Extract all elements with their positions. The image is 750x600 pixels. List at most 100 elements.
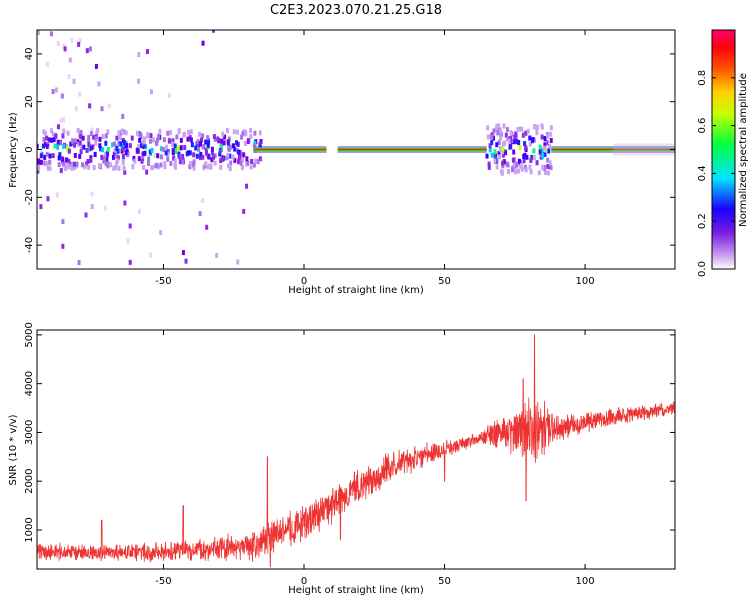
spectrogram-cell [166, 149, 170, 155]
colorbar-ticks: 0.0 0.2 0.4 0.6 0.8 [697, 70, 735, 277]
spectrogram-cell [66, 164, 70, 170]
spectrogram-ylabel: Frequency (Hz) [8, 112, 19, 188]
spectrogram-cell [138, 137, 142, 143]
spectrogram-cell [201, 198, 205, 204]
spectrogram-cell [166, 130, 170, 136]
spectrogram-cell [45, 161, 49, 167]
spectrogram-cell [107, 103, 111, 109]
spectrogram-cell [37, 168, 40, 174]
spectrogram-cell [192, 165, 196, 171]
spectrogram-cell [227, 163, 231, 169]
spectrogram-cell [73, 152, 77, 158]
spectrogram-cell [87, 164, 91, 170]
spectrogram-cell [43, 131, 47, 137]
spectrogram-cell [189, 129, 193, 135]
spectrogram-cell [523, 164, 527, 170]
spectrogram-cell [97, 81, 101, 87]
spectrogram-cell [250, 158, 254, 164]
spectrogram-cell [173, 143, 177, 149]
spectrogram-cell [72, 161, 76, 167]
spectrogram-cell [490, 152, 494, 158]
spectrogram-cell [108, 162, 112, 168]
spectrogram-cell [496, 130, 500, 136]
spectrogram-cell [137, 144, 141, 150]
spectrogram-cell [186, 136, 190, 142]
x-tick-label: 100 [576, 276, 595, 287]
spectrogram-cell [140, 158, 144, 164]
spectrogram-cell [66, 130, 70, 136]
spectrogram-cell [523, 152, 527, 158]
spectrogram-cell [100, 106, 104, 112]
spectrogram-cell [136, 130, 140, 136]
spectrogram-cell [101, 147, 105, 153]
spectrogram-cell [237, 149, 241, 155]
spectrogram-cell [204, 161, 208, 167]
spectrogram-cell [146, 49, 150, 55]
spectrogram-cell [232, 129, 236, 135]
spectrogram-cell [172, 155, 176, 161]
spectrogram-cell [204, 147, 208, 153]
spectrogram-cell [505, 127, 509, 133]
spectrogram-cell [143, 150, 147, 156]
spectrogram-cell [112, 165, 116, 171]
spectrogram-cell [205, 224, 209, 230]
spectrogram-cell [123, 140, 127, 146]
spectrogram-cell [504, 132, 508, 138]
spectrogram-cell [90, 204, 94, 210]
spectrogram-cell [549, 164, 553, 170]
spectrogram-cell [74, 106, 78, 112]
spectrogram-cell [495, 142, 499, 148]
spectrogram-cell [146, 160, 150, 166]
snr-marks [37, 334, 675, 567]
spectrogram-cell [240, 165, 244, 171]
spectrogram-cell [212, 134, 216, 140]
spectrogram-cell [126, 238, 130, 244]
spectrogram-cell [157, 133, 161, 139]
spectrogram-cell [517, 158, 521, 164]
spectrogram-cell [213, 136, 217, 142]
spectrogram-cell [243, 140, 247, 146]
spectrogram-cell [245, 156, 249, 162]
y-tick-label: -40 [24, 237, 35, 253]
spectrogram-cell [227, 146, 231, 152]
spectrogram-cell [204, 150, 208, 156]
spectrogram-cell [501, 149, 505, 155]
spectrogram-cell [97, 163, 101, 169]
spectrogram-cell [226, 139, 230, 145]
spectrogram-cell [100, 154, 104, 160]
spectrogram-cell [82, 144, 86, 150]
spectrogram-cell [149, 89, 153, 95]
spectrogram-cell [54, 133, 58, 139]
spectrogram-cell [43, 160, 47, 166]
spectrogram-cell [65, 157, 69, 163]
spectrogram-cell [137, 156, 141, 162]
spectrogram-cell [169, 160, 173, 166]
spectrogram-cell [167, 92, 171, 98]
spectrogram-cell [116, 155, 120, 161]
spectrogram-cell [190, 142, 194, 148]
spectrogram-cell [494, 127, 498, 133]
spectrogram-cell [116, 148, 120, 154]
spectrogram-cell [177, 154, 181, 160]
spectrogram-cell [253, 130, 257, 136]
spectrogram-cell [249, 133, 253, 139]
spectrogram-cell [81, 135, 85, 141]
spectrogram-cell [153, 152, 157, 158]
spectrogram-cell [75, 161, 79, 167]
spectrogram-cell [547, 164, 551, 170]
spectrogram-cell [546, 133, 550, 139]
spectrogram-cell [520, 166, 524, 172]
spectrogram-cell [511, 157, 515, 163]
spectrogram-cell [509, 130, 513, 136]
spectrogram-cell [543, 136, 547, 142]
spectrogram-cell [488, 143, 492, 149]
spectrogram-cell [76, 128, 80, 134]
spectrogram-cell [111, 154, 115, 160]
spectrogram-cell [499, 135, 503, 141]
spectrogram-cell [499, 129, 503, 135]
spectrogram-cell [543, 139, 547, 145]
spectrogram-cell [505, 161, 509, 167]
spectrogram-cell [121, 157, 125, 163]
spectrogram-cell [497, 123, 501, 129]
spectrogram-cell [39, 204, 43, 210]
